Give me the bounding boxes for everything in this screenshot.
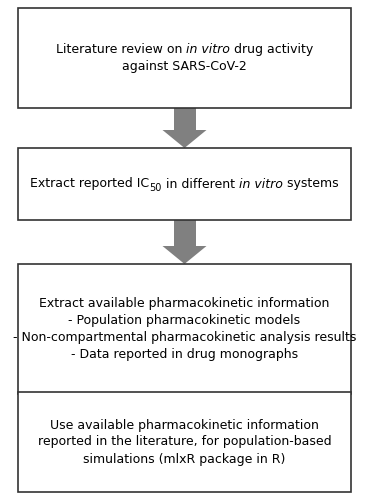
Text: - Data reported in drug monographs: - Data reported in drug monographs [71, 348, 298, 361]
Text: Extract reported IC: Extract reported IC [31, 178, 149, 190]
Text: Extract available pharmacokinetic information: Extract available pharmacokinetic inform… [39, 297, 330, 310]
Text: simulations (mlxR package in R): simulations (mlxR package in R) [83, 452, 286, 466]
Polygon shape [162, 246, 207, 264]
FancyBboxPatch shape [18, 392, 351, 492]
FancyBboxPatch shape [18, 148, 351, 220]
FancyBboxPatch shape [18, 8, 351, 108]
Polygon shape [162, 414, 207, 432]
Text: - Population pharmacokinetic models: - Population pharmacokinetic models [68, 314, 301, 327]
Polygon shape [173, 108, 196, 130]
Text: drug activity: drug activity [230, 43, 313, 56]
FancyBboxPatch shape [18, 264, 351, 394]
Text: - Non-compartmental pharmacokinetic analysis results: - Non-compartmental pharmacokinetic anal… [13, 331, 356, 344]
Text: reported in the literature, for population-based: reported in the literature, for populati… [38, 436, 331, 448]
Polygon shape [173, 220, 196, 246]
Text: against SARS-CoV-2: against SARS-CoV-2 [122, 60, 247, 73]
Text: in vitro: in vitro [239, 178, 283, 190]
Text: in vitro: in vitro [186, 43, 230, 56]
Text: Literature review on: Literature review on [56, 43, 186, 56]
Polygon shape [173, 394, 196, 414]
Text: 50: 50 [149, 183, 162, 193]
Text: Use available pharmacokinetic information: Use available pharmacokinetic informatio… [50, 418, 319, 432]
Text: systems: systems [283, 178, 338, 190]
Text: in different: in different [162, 178, 239, 190]
Polygon shape [162, 130, 207, 148]
